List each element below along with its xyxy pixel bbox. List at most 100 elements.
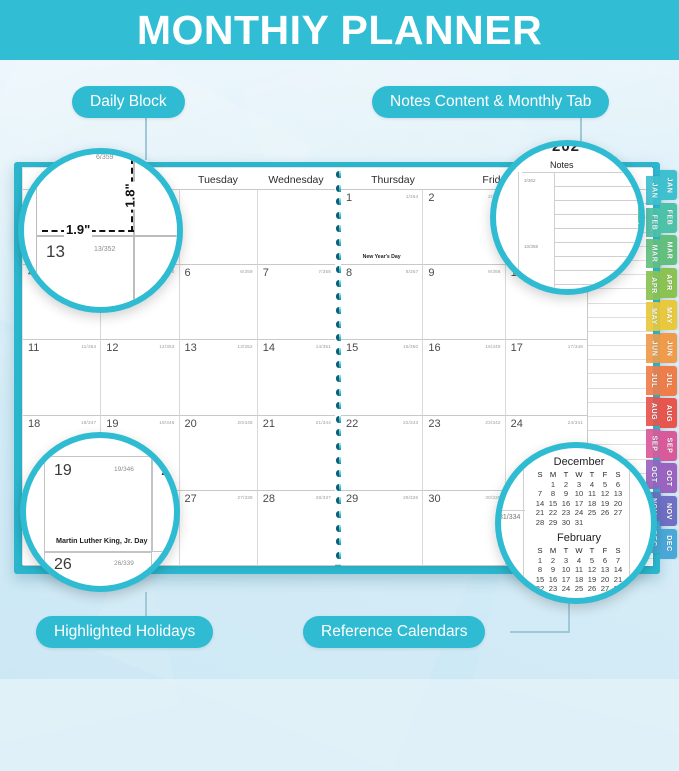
- calendar-day-cell[interactable]: 30 30/335: [423, 490, 506, 566]
- notes-line[interactable]: [588, 289, 653, 304]
- month-tab-nov[interactable]: NOV: [660, 496, 677, 526]
- month-tab-jul[interactable]: JUL: [646, 365, 661, 395]
- month-tab-mar[interactable]: MAR: [638, 189, 639, 223]
- month-tab-may[interactable]: MAY: [660, 300, 677, 331]
- month-tab-sep[interactable]: SEP: [646, 428, 661, 458]
- month-tab-sep[interactable]: SEP: [660, 430, 677, 461]
- month-tab-apr[interactable]: APR: [638, 224, 639, 258]
- month-tab-jul[interactable]: JUL: [660, 365, 677, 396]
- day-of-year: 18/347: [118, 438, 138, 439]
- calendar-day-cell[interactable]: 22 22/343: [341, 415, 424, 491]
- reference-calendar-day: 15: [548, 498, 558, 508]
- month-tab-jun[interactable]: JUN: [660, 333, 677, 363]
- notes-line[interactable]: [588, 360, 653, 375]
- month-tab-feb[interactable]: FEB: [646, 207, 661, 237]
- day-number: 20: [184, 417, 197, 430]
- calendar-day-cell[interactable]: 7 7/358: [257, 265, 335, 341]
- notes-line: [554, 256, 639, 257]
- calendar-day-cell[interactable]: 11 11/354: [23, 340, 102, 416]
- month-tab-apr[interactable]: APR: [660, 267, 677, 298]
- calendar-day-cell[interactable]: 29 29/336: [341, 490, 424, 566]
- calendar-day-cell[interactable]: 20 20/345: [179, 415, 258, 491]
- magnifier-notes-monthly-tab: 202 Notes 3/362 10/355 9/356 FEBMARAPRMA…: [490, 140, 645, 295]
- callout-notes-monthly-tab[interactable]: Notes Content & Monthly Tab: [372, 86, 610, 118]
- month-tab-jun[interactable]: JUN: [646, 334, 661, 363]
- month-tab-dec[interactable]: DEC: [660, 528, 677, 559]
- day-number: 18: [28, 417, 41, 430]
- month-tab-mar[interactable]: MAR: [660, 235, 677, 266]
- day-of-year: 19/346: [114, 466, 134, 473]
- notes-line[interactable]: [588, 417, 653, 432]
- weekday-initial: W: [575, 470, 583, 480]
- callout-highlighted-holidays[interactable]: Highlighted Holidays: [36, 616, 214, 648]
- notes-line: [554, 200, 639, 201]
- calendar-day-cell[interactable]: 6 6/359: [179, 265, 258, 341]
- month-tab-jan[interactable]: JAN: [660, 170, 677, 200]
- calendar-day-cell[interactable]: 12 12/353: [101, 340, 180, 416]
- notes-line[interactable]: [588, 304, 653, 318]
- reference-calendar-day: [599, 518, 612, 528]
- day-number: 21: [262, 417, 275, 430]
- calendar-day-cell[interactable]: 16 16/349: [423, 340, 506, 416]
- day-number: 23: [428, 417, 441, 430]
- notes-line[interactable]: [588, 332, 653, 347]
- divider: [523, 448, 524, 598]
- calendar-day-cell[interactable]: 17 17/348: [505, 340, 587, 416]
- month-tab-apr[interactable]: APR: [646, 270, 661, 300]
- month-tab-aug[interactable]: AUG: [646, 397, 661, 427]
- month-tab-feb[interactable]: FEB: [660, 202, 677, 233]
- calendar-day-cell[interactable]: [257, 190, 335, 266]
- notes-line[interactable]: [588, 431, 653, 446]
- notes-line[interactable]: [588, 275, 653, 290]
- day-cell-zoom: [44, 552, 152, 586]
- notes-line[interactable]: [588, 346, 653, 361]
- calendar-day-cell[interactable]: 21 21/344: [257, 416, 335, 491]
- month-tab-may[interactable]: MAY: [646, 302, 661, 332]
- reference-calendar-title: December: [553, 456, 605, 468]
- calendar-day-cell[interactable]: 14 14/351: [257, 340, 335, 416]
- day-number: 6: [184, 267, 191, 280]
- month-tab-oct[interactable]: OCT: [646, 460, 661, 490]
- reference-calendar-day: 25: [587, 508, 597, 518]
- calendar-day-cell[interactable]: 27 27/338: [179, 490, 258, 566]
- day-of-year: 19/346: [159, 419, 175, 425]
- weekday-initial: S: [615, 546, 621, 556]
- notes-line[interactable]: [588, 318, 653, 332]
- reference-calendar-day: 17: [561, 574, 571, 584]
- month-tab-mar[interactable]: MAR: [646, 239, 661, 269]
- notes-line[interactable]: [588, 374, 653, 389]
- calendar-day-cell[interactable]: 13 13/352: [179, 340, 258, 416]
- notes-line: [554, 270, 639, 271]
- notes-line: [554, 284, 639, 285]
- weekday-initial: F: [602, 546, 608, 556]
- month-tab-oct[interactable]: OCT: [660, 463, 677, 494]
- notes-line[interactable]: [588, 403, 653, 417]
- calendar-week-row: 15 15/350 16 16/349 17 17/348: [341, 340, 587, 416]
- reference-calendar-day: 20: [600, 574, 610, 584]
- reference-calendar-day: 22: [548, 508, 558, 518]
- calendar-day-cell[interactable]: 9 9/356: [423, 265, 506, 341]
- calendar-day-cell[interactable]: 8 8/357: [341, 265, 424, 341]
- calendar-day-cell[interactable]: [179, 190, 258, 266]
- notes-line[interactable]: [588, 389, 653, 403]
- calendar-day-cell[interactable]: 28 28/337: [257, 491, 335, 566]
- month-tab-jan[interactable]: JAN: [646, 176, 661, 205]
- reference-calendar-grid: S M T W T F S 1 2 3 4 5 6 7 8 9 10 11 12 13 14 15 16 17 18 19 20 21…: [534, 470, 625, 527]
- calendar-day-cell[interactable]: 23 23/342: [423, 415, 506, 491]
- month-tab-label: MAY: [650, 308, 657, 326]
- month-tab-may[interactable]: MAY: [638, 259, 639, 289]
- month-tab-aug[interactable]: AUG: [660, 398, 677, 429]
- day-number: 20: [161, 462, 179, 479]
- month-tab-feb[interactable]: FEB: [638, 154, 639, 188]
- notes-line[interactable]: [588, 261, 653, 276]
- calendar-day-cell[interactable]: 15 15/350: [341, 340, 424, 416]
- reference-calendar-day: 3: [576, 479, 582, 489]
- reference-calendar-day: 1: [537, 555, 543, 565]
- callout-daily-block[interactable]: Daily Block: [72, 86, 185, 118]
- calendar-day-cell[interactable]: 1 1/364 New Year's Day: [341, 190, 424, 266]
- day-of-year: 10/355: [524, 244, 539, 249]
- month-tab-label: MAY: [665, 307, 672, 324]
- callout-reference-calendars[interactable]: Reference Calendars: [303, 616, 486, 648]
- month-tab-label: OCT: [664, 470, 672, 487]
- weekday-initial: W: [575, 546, 583, 556]
